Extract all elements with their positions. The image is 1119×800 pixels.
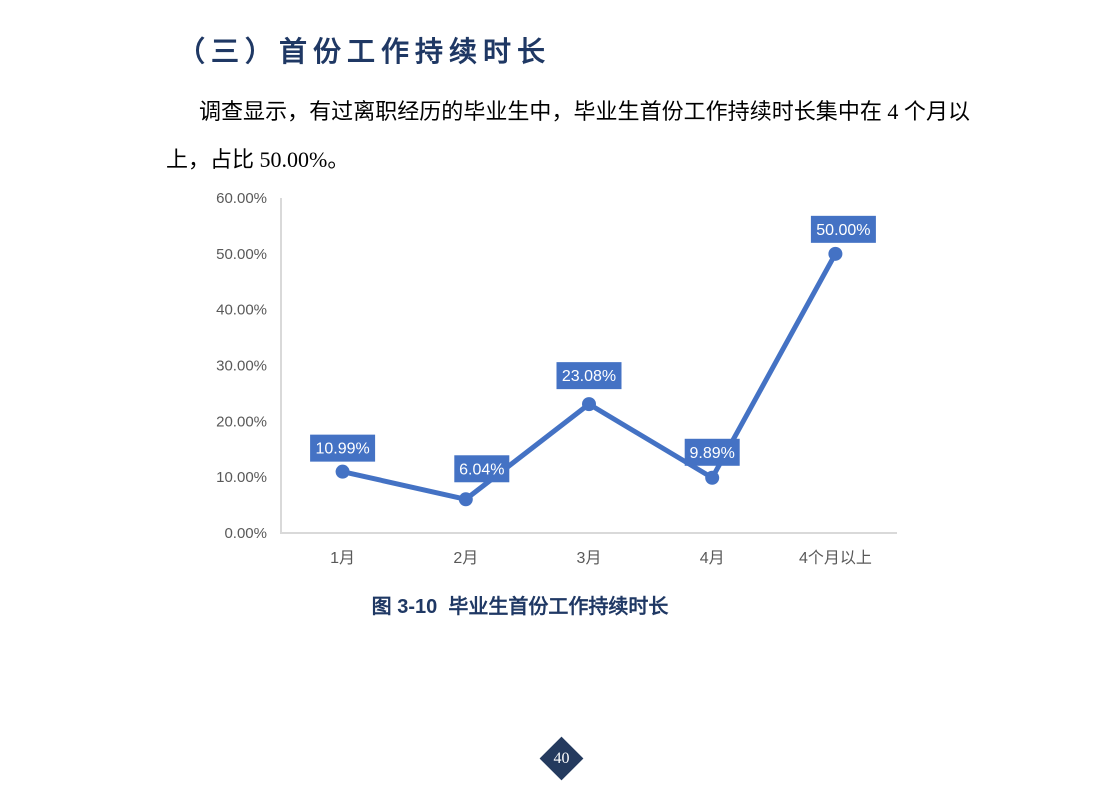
data-point-marker — [582, 397, 596, 412]
x-axis-label: 4个月以上 — [799, 549, 872, 567]
axis-lines — [280, 198, 897, 534]
x-axis-label: 1月 — [330, 550, 355, 567]
data-label-box — [454, 455, 510, 483]
y-axis-tick-label: 0.00% — [224, 525, 267, 542]
data-point-marker — [458, 492, 473, 507]
x-axis-label: 3月 — [577, 550, 602, 567]
data-label-box — [310, 434, 376, 462]
y-axis-tick-label: 10.00% — [216, 469, 267, 486]
figure-caption: 图 3-10 毕业生首份工作持续时长 — [371, 596, 669, 618]
y-axis-tick-label: 60.00% — [216, 190, 267, 207]
data-point-marker — [335, 464, 350, 479]
data-label-box — [684, 438, 740, 466]
data-point-marker — [828, 246, 843, 261]
data-label: 23.08% — [562, 368, 616, 385]
data-label-box — [810, 215, 876, 243]
page-number-badge: 40 — [539, 736, 584, 781]
y-axis-tick-label: 40.00% — [216, 302, 267, 319]
data-label: 6.04% — [459, 461, 504, 478]
data-label: 50.00% — [816, 222, 870, 239]
y-axis-tick-label: 30.00% — [216, 358, 267, 375]
y-axis-tick-label: 50.00% — [216, 246, 267, 263]
data-label: 9.89% — [690, 445, 735, 462]
page-number: 40 — [553, 749, 570, 767]
data-label: 10.99% — [315, 441, 369, 458]
data-point-marker — [705, 470, 720, 485]
body-paragraph: 调查显示，有过离职经历的毕业生中，毕业生首份工作持续时长集中在 4 个月以上，占… — [166, 99, 970, 172]
section-heading: （三）首份工作持续时长 — [177, 36, 552, 68]
x-axis-label: 2月 — [453, 550, 478, 567]
data-label-box — [556, 362, 622, 390]
y-axis-tick-label: 20.00% — [216, 413, 267, 430]
x-axis-label: 4月 — [700, 550, 725, 567]
